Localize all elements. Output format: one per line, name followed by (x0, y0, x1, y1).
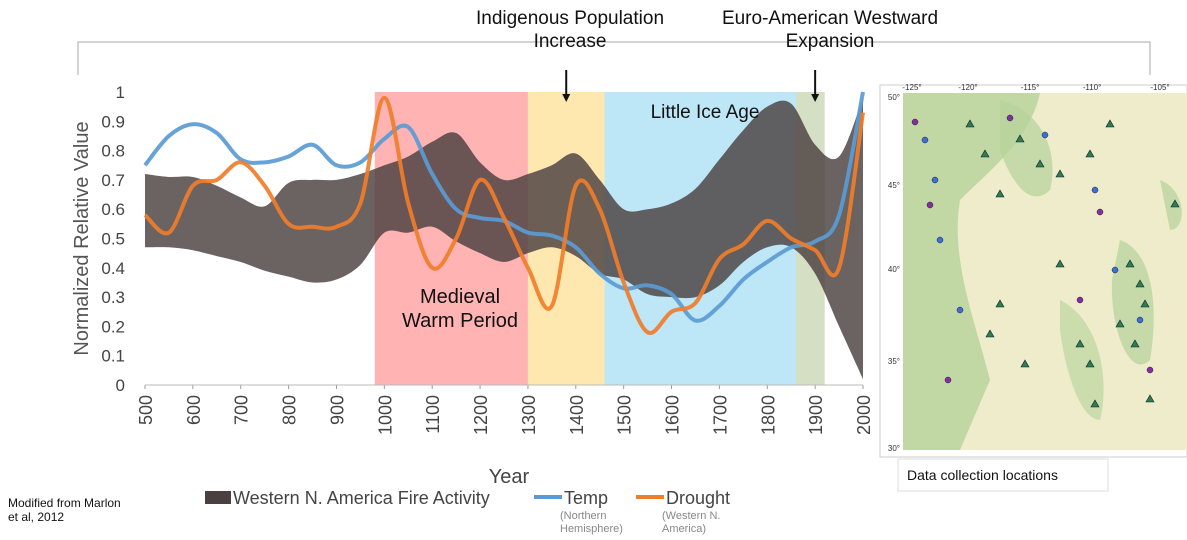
y-tick-label: 1 (116, 83, 125, 102)
map-lon-label: -105° (1150, 83, 1169, 92)
x-tick-label: 900 (327, 395, 347, 425)
map-lon-label: -125° (902, 83, 921, 92)
map: Data collection locations (880, 85, 1187, 491)
y-tick-label: 0.9 (101, 112, 125, 131)
map-lat-label: 45° (888, 181, 900, 190)
map-lat-label: 30° (888, 444, 900, 453)
chart: Data collection locations 0 0.1 0.2 0.3 0.4 0… (0, 0, 1187, 540)
period-label: Little Ice Age (630, 102, 780, 125)
map-site (1007, 115, 1013, 121)
y-tick-label: 0.4 (101, 259, 125, 278)
map-site (1077, 297, 1083, 303)
x-axis-label: Year (489, 466, 530, 488)
map-site (1092, 187, 1098, 193)
y-tick-label: 0.5 (101, 230, 125, 249)
x-tick-label: 800 (280, 395, 300, 425)
x-tick-label: 1300 (519, 395, 539, 435)
y-tick-label: 0.7 (101, 171, 125, 190)
map-site (945, 377, 951, 383)
map-site (1097, 209, 1103, 215)
source-note: Modified from Marlon et al, 2012 (8, 496, 123, 525)
map-lat-label: 50° (888, 93, 900, 102)
map-site (922, 137, 928, 143)
x-tick-label: 1800 (758, 395, 778, 435)
x-tick-label: 1100 (423, 395, 443, 434)
x-tick-label: 1900 (806, 395, 826, 435)
x-tick-label: 2000 (854, 395, 874, 435)
map-site (912, 119, 918, 125)
annotation: Indigenous Population Increase (470, 8, 670, 54)
page: {"chart_data": { "type": "line", "y_labe… (0, 0, 1187, 540)
y-tick-label: 0.8 (101, 142, 125, 161)
x-tick-label: 700 (232, 395, 252, 425)
x-tick-label: 1700 (710, 395, 730, 435)
map-lat-label: 35° (888, 357, 900, 366)
map-site (927, 202, 933, 208)
y-tick-label: 0.6 (101, 200, 125, 219)
x-tick-label: 1600 (663, 395, 683, 435)
map-lat-label: 40° (888, 265, 900, 274)
map-site (932, 177, 938, 183)
y-tick-label: 0.3 (101, 288, 125, 307)
annotation: Euro-American Westward Expansion (720, 8, 940, 54)
period-label: Medieval Warm Period (400, 285, 520, 333)
map-site (1137, 317, 1143, 323)
x-tick-label: 500 (136, 395, 156, 425)
map-site (937, 237, 943, 243)
legend-label: Temp (564, 488, 608, 508)
x-tick-label: 600 (184, 395, 204, 425)
x-tick-label: 1400 (567, 395, 587, 435)
map-site (957, 307, 963, 313)
y-tick-label: 0 (116, 376, 125, 395)
x-tick-label: 1200 (471, 395, 491, 435)
legend-note: (Northern Hemisphere) (560, 510, 640, 536)
x-tick-label: 1500 (615, 395, 635, 435)
map-site (1112, 267, 1118, 273)
x-tick-label: 1000 (375, 395, 395, 435)
legend-label: Western N. America Fire Activity (233, 488, 490, 508)
map-lon-label: -120° (958, 83, 977, 92)
legend-note: (Western N. America) (662, 510, 742, 536)
map-caption: Data collection locations (907, 467, 1058, 483)
map-site (1147, 367, 1153, 373)
map-lon-label: -110° (1083, 83, 1102, 92)
legend-swatch (205, 491, 231, 504)
map-lon-label: -115° (1021, 83, 1040, 92)
y-axis-label: Normalized Relative Value (71, 121, 93, 355)
map-site (1042, 132, 1048, 138)
legend-label: Drought (666, 488, 730, 508)
y-tick-label: 0.2 (101, 317, 125, 336)
y-tick-label: 0.1 (101, 347, 125, 366)
